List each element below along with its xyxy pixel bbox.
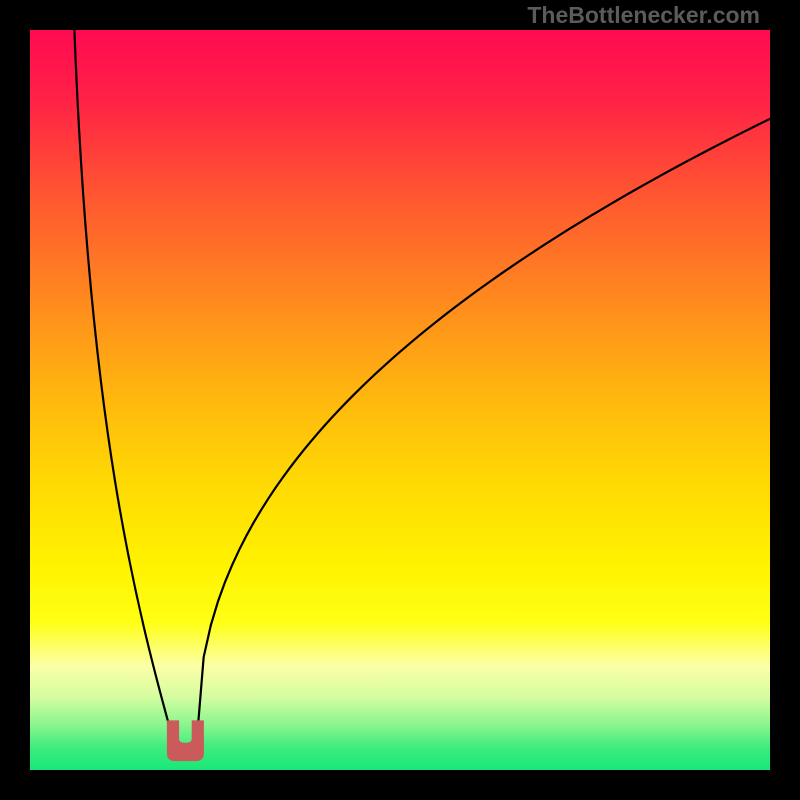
watermark-text: TheBottlenecker.com [527, 2, 760, 29]
min-marker [30, 30, 770, 770]
plot-area [30, 30, 770, 770]
min-marker-shape [167, 720, 204, 761]
